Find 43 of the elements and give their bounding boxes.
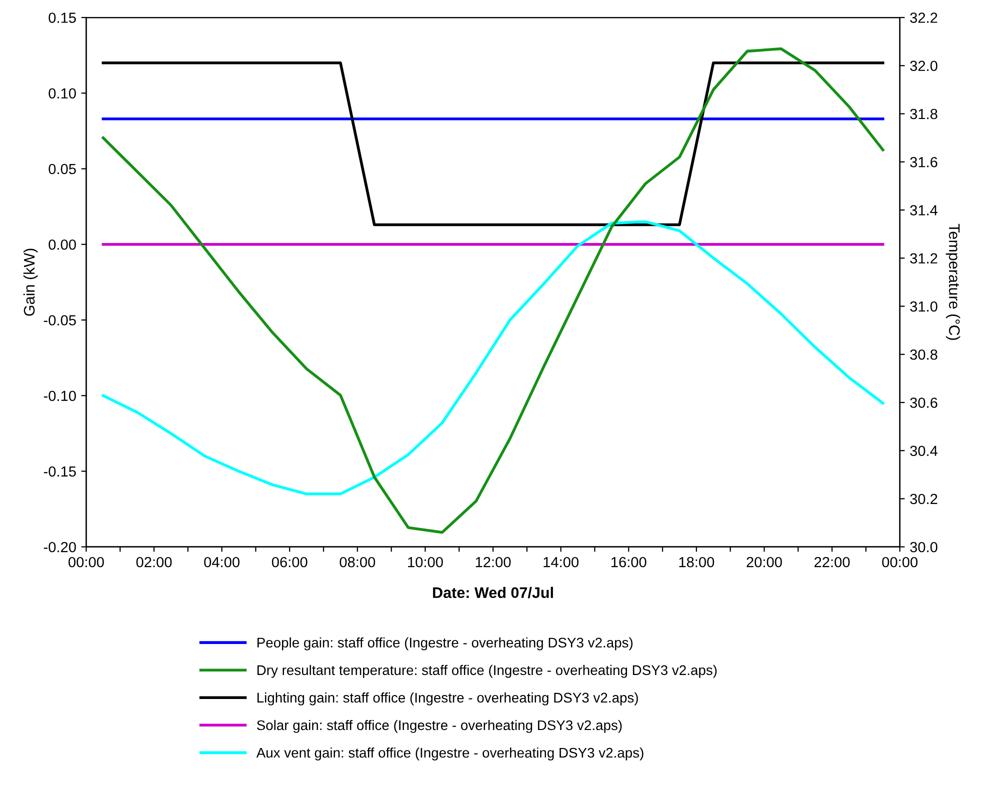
y-axis-title: Gain (kW) xyxy=(23,248,38,316)
x-tick-label: 02:00 xyxy=(136,556,172,568)
x-tick-label: 18:00 xyxy=(679,556,714,568)
legend-label: Solar gain: staff office (Ingestre - overheating DSY3 v2.aps) xyxy=(256,720,622,733)
y2-tick-label: 30.4 xyxy=(910,446,938,456)
x-tick-label: 16:00 xyxy=(611,556,646,568)
x-tick-label: 12:00 xyxy=(476,556,511,568)
y-tick-label: -0.10 xyxy=(44,390,76,402)
y2-tick-label: 31.0 xyxy=(910,301,938,312)
y-tick-label: 0.10 xyxy=(48,88,76,99)
x-axis-title: Date: Wed 07/Jul xyxy=(433,586,553,598)
x-tick-label: 06:00 xyxy=(272,556,308,568)
y-tick-label: -0.15 xyxy=(44,466,76,477)
y2-tick-label: 31.6 xyxy=(910,156,938,168)
y2-tick-label: 31.4 xyxy=(910,205,938,216)
x-tick-label: 10:00 xyxy=(408,556,443,568)
y2-tick-label: 31.8 xyxy=(910,108,938,120)
y2-tick-label: 32.0 xyxy=(910,60,938,72)
y-tick-label: -0.20 xyxy=(44,542,76,552)
legend-label: Lighting gain: staff office (Ingestre - overheating DSY3 v2.aps) xyxy=(257,692,638,706)
y2-tick-label: 30.8 xyxy=(910,349,938,360)
x-tick-label: 14:00 xyxy=(544,556,578,568)
y2-tick-label: 30.0 xyxy=(910,542,938,552)
y-tick-label: 0.15 xyxy=(48,12,76,23)
y-tick-label: 0.00 xyxy=(48,239,76,250)
x-tick-label: 20:00 xyxy=(746,556,782,568)
x-tick-label: 04:00 xyxy=(204,556,240,568)
y2-tick-label: 30.2 xyxy=(910,494,938,504)
legend-label: People gain: staff office (Ingestre - overheating DSY3 v2.aps) xyxy=(257,637,633,650)
y2-axis-title: Temperature (°C) xyxy=(946,224,960,340)
x-tick-label: 08:00 xyxy=(340,556,376,568)
y-tick-label: 0.05 xyxy=(48,164,76,174)
legend-label: Dry resultant temperature: staff office (Ingestre - overheating DSY3 v2.aps) xyxy=(257,664,717,678)
y-tick-label: -0.05 xyxy=(44,315,76,326)
x-tick-label: 22:00 xyxy=(814,556,850,568)
legend-label: Aux vent gain: staff office (Ingestre - overheating DSY3 v2.aps) xyxy=(256,747,644,760)
x-tick-label: 00:00 xyxy=(68,556,104,568)
y2-tick-label: 31.2 xyxy=(910,253,938,264)
x-tick-label: 00:00 xyxy=(882,556,918,568)
line-series xyxy=(102,47,884,534)
y2-tick-label: 32.2 xyxy=(910,12,938,23)
y2-tick-label: 30.6 xyxy=(910,398,938,408)
line-series xyxy=(102,220,884,496)
